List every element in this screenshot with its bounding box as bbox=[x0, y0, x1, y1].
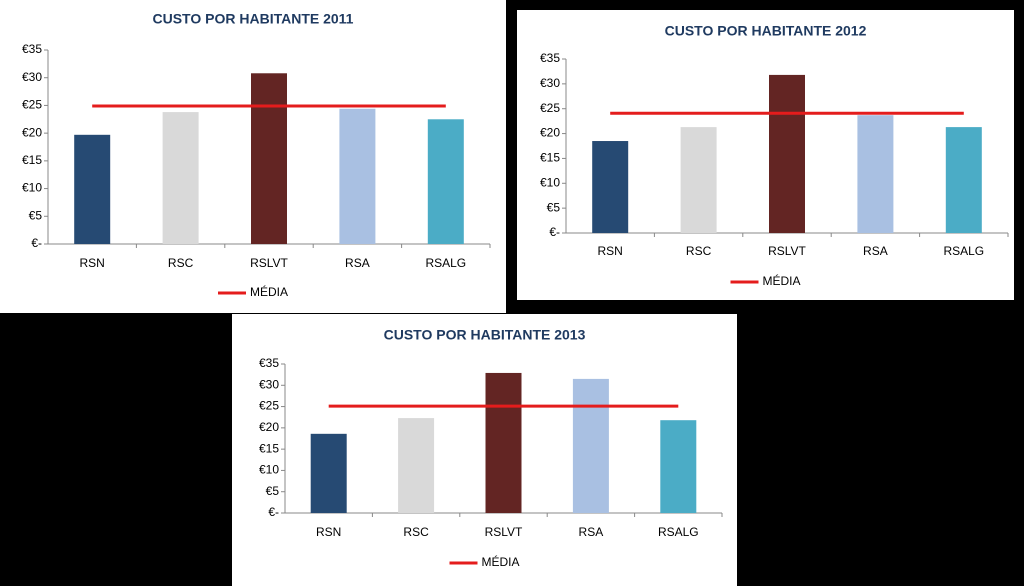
y-tick-label: €25 bbox=[22, 98, 42, 112]
bar bbox=[339, 108, 376, 244]
legend-label: MÉDIA bbox=[763, 273, 801, 288]
y-tick-label: €15 bbox=[540, 151, 560, 165]
y-tick-label: €35 bbox=[259, 356, 279, 370]
chart-title: CUSTO POR HABITANTE 2011 bbox=[153, 11, 354, 27]
y-tick-label: €35 bbox=[540, 51, 560, 65]
x-tick-label: RSA bbox=[863, 244, 888, 258]
chart-panel bbox=[517, 10, 1014, 300]
bar bbox=[857, 115, 894, 233]
bar bbox=[660, 420, 697, 513]
y-tick-label: €10 bbox=[22, 181, 42, 195]
bar bbox=[251, 73, 287, 244]
legend-label: MÉDIA bbox=[482, 554, 520, 569]
legend-label: MÉDIA bbox=[250, 284, 288, 299]
y-tick-label: €25 bbox=[259, 399, 279, 413]
x-tick-label: RSC bbox=[168, 256, 194, 270]
y-tick-label: €35 bbox=[22, 42, 42, 56]
bar bbox=[485, 372, 522, 513]
x-tick-label: RSC bbox=[686, 244, 712, 258]
bar bbox=[769, 74, 805, 233]
y-tick-label: €5 bbox=[29, 208, 43, 222]
y-tick-label: €- bbox=[268, 505, 279, 519]
bar bbox=[572, 378, 609, 513]
x-tick-label: RSALG bbox=[943, 244, 984, 258]
x-tick-label: RSC bbox=[403, 525, 429, 539]
y-tick-label: €5 bbox=[266, 484, 280, 498]
x-tick-label: RSN bbox=[316, 525, 341, 539]
y-tick-label: €10 bbox=[259, 463, 279, 477]
x-tick-label: RSLVT bbox=[250, 256, 288, 270]
y-tick-label: €15 bbox=[259, 441, 279, 455]
bar bbox=[162, 112, 199, 244]
y-tick-label: €25 bbox=[540, 101, 560, 115]
x-tick-label: RSN bbox=[598, 244, 623, 258]
bar bbox=[398, 418, 435, 513]
bar bbox=[427, 119, 464, 244]
y-tick-label: €- bbox=[31, 236, 42, 250]
chart-title: CUSTO POR HABITANTE 2012 bbox=[665, 23, 867, 39]
y-tick-label: €15 bbox=[22, 153, 42, 167]
x-tick-label: RSLVT bbox=[485, 525, 523, 539]
x-tick-label: RSN bbox=[80, 256, 105, 270]
y-tick-label: €20 bbox=[259, 420, 279, 434]
bar bbox=[680, 127, 717, 233]
x-tick-label: RSLVT bbox=[768, 244, 806, 258]
y-tick-label: €30 bbox=[259, 377, 279, 391]
y-tick-label: €30 bbox=[540, 76, 560, 90]
y-tick-label: €5 bbox=[547, 200, 561, 214]
bar bbox=[945, 127, 982, 233]
x-tick-label: RSA bbox=[579, 525, 604, 539]
y-tick-label: €30 bbox=[22, 70, 42, 84]
y-tick-label: €- bbox=[549, 225, 560, 239]
x-tick-label: RSALG bbox=[425, 256, 466, 270]
chart-title: CUSTO POR HABITANTE 2013 bbox=[384, 327, 586, 343]
x-tick-label: RSALG bbox=[658, 525, 699, 539]
bar bbox=[74, 134, 111, 244]
x-tick-label: RSA bbox=[345, 256, 370, 270]
y-tick-label: €20 bbox=[540, 126, 560, 140]
y-tick-label: €20 bbox=[22, 125, 42, 139]
y-tick-label: €10 bbox=[540, 175, 560, 189]
bar bbox=[592, 141, 629, 233]
bar bbox=[310, 433, 347, 513]
